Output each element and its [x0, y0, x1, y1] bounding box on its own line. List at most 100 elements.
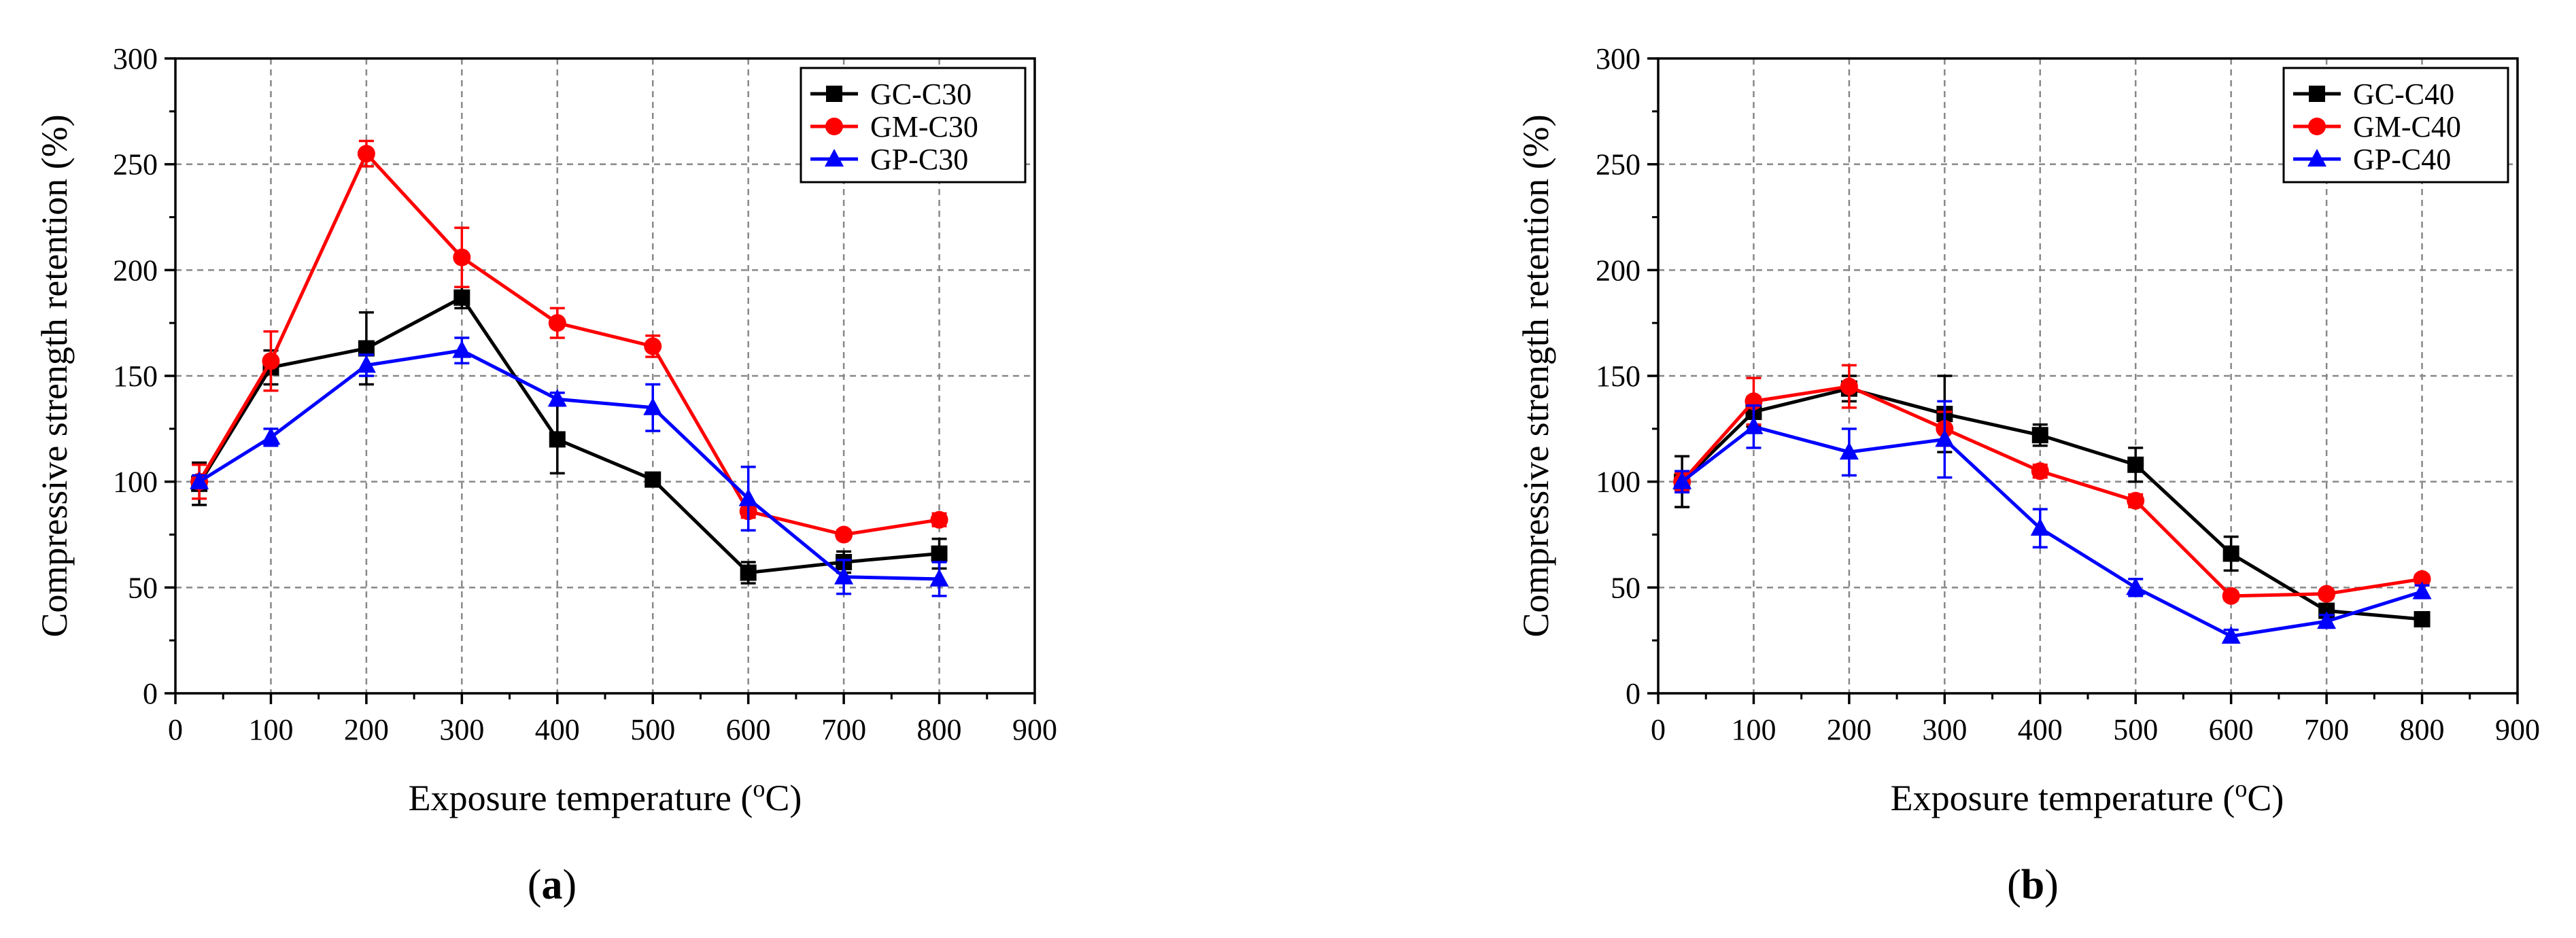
gridlines [175, 58, 1035, 693]
data-point-marker [2127, 491, 2145, 510]
data-point-marker [548, 314, 566, 332]
data-point-marker [262, 352, 280, 370]
data-point-marker [1672, 471, 1692, 489]
y-tick-label: 300 [113, 42, 158, 75]
x-tick-label: 100 [1731, 713, 1776, 746]
data-point-marker [2222, 545, 2239, 562]
x-tick-label: 300 [1922, 713, 1967, 746]
data-point-marker [2412, 581, 2432, 600]
data-point-marker [931, 545, 948, 562]
series-GC-C40 [1674, 375, 2431, 628]
data-point-marker [453, 248, 471, 266]
data-point-marker [549, 431, 566, 448]
x-axis-label: Exposure temperature (oC) [1891, 775, 2284, 818]
x-tick-label: 900 [1012, 713, 1057, 746]
data-point-marker [190, 471, 209, 489]
series-GM-C30 [190, 139, 948, 544]
y-tick-label: 100 [113, 466, 158, 499]
x-tick-label: 0 [168, 713, 183, 746]
data-point-marker [1935, 429, 1955, 447]
data-point-marker [2031, 462, 2049, 481]
y-tick-label: 250 [1596, 148, 1641, 181]
y-tick-label: 200 [1596, 254, 1641, 287]
series-GC-C30 [191, 285, 948, 585]
x-tick-label: 500 [2113, 713, 2158, 746]
data-point-marker [738, 488, 758, 506]
panel-caption: (a) [528, 862, 577, 908]
legend-label: GC-C40 [2353, 77, 2454, 111]
data-point-marker [645, 471, 662, 488]
x-tick-label: 800 [917, 713, 962, 746]
data-point-marker [2414, 611, 2431, 628]
y-tick-label: 0 [143, 677, 158, 710]
y-tick-label: 200 [113, 254, 158, 287]
data-point-marker [2308, 118, 2326, 135]
series-GP-C30 [190, 336, 949, 597]
legend-label: GC-C30 [870, 77, 972, 111]
y-tick-label: 300 [1596, 42, 1641, 75]
x-tick-label: 300 [439, 713, 484, 746]
legend-label: GM-C30 [870, 110, 978, 143]
chart-panel-a: 0 100 200 300 400 500 600 700 800 900 0 50 100 150 200… [34, 42, 1057, 908]
x-tick-label: 800 [2400, 713, 2445, 746]
data-point-marker [2221, 625, 2241, 644]
legend-label: GP-C40 [2353, 143, 2451, 176]
data-point-marker [2222, 587, 2240, 605]
data-point-marker [2318, 585, 2336, 603]
data-point-marker [356, 355, 376, 373]
legend-label: GP-C30 [870, 143, 968, 176]
series-line [198, 349, 940, 581]
data-point-marker [2317, 611, 2337, 629]
data-point-marker [826, 86, 842, 102]
data-point-marker [2126, 577, 2146, 595]
x-tick-label: 600 [2209, 713, 2254, 746]
data-point-marker [453, 289, 470, 306]
series-line [1681, 424, 2423, 638]
data-point-marker [452, 340, 472, 358]
series-GP-C40 [1672, 400, 2432, 644]
x-tick-label: 400 [2018, 713, 2063, 746]
data-point-marker [930, 510, 948, 529]
data-point-marker [1744, 416, 1764, 434]
x-tick-label: 900 [2495, 713, 2540, 746]
x-tick-label: 500 [630, 713, 675, 746]
data-point-marker [835, 525, 853, 544]
series-line [197, 150, 940, 537]
x-axis-label: Exposure temperature (oC) [409, 775, 802, 818]
data-point-marker [2030, 518, 2050, 536]
x-tick-label: 400 [535, 713, 580, 746]
data-point-marker [929, 568, 949, 587]
x-tick-label: 700 [2304, 713, 2349, 746]
x-tick-label: 0 [1651, 713, 1666, 746]
y-tick-label: 50 [128, 571, 158, 604]
data-point-marker [643, 397, 663, 415]
data-point-marker [261, 427, 281, 445]
series-GM-C40 [1673, 364, 2431, 605]
data-point-marker [740, 564, 757, 581]
y-tick-label: 100 [1596, 466, 1641, 499]
chart-panel-b: 0 100 200 300 400 500 600 700 800 900 0 50 100 150 200… [1515, 42, 2540, 908]
y-tick-label: 0 [1626, 677, 1641, 710]
data-point-marker [834, 566, 854, 585]
data-point-marker [2031, 427, 2048, 444]
series-line [1681, 384, 2422, 598]
legend-label: GM-C40 [2353, 110, 2461, 143]
y-axis-label: Compressive strength retention (%) [1515, 114, 1556, 637]
data-point-marker [825, 149, 844, 167]
x-tick-label: 200 [1827, 713, 1872, 746]
data-point-marker [644, 337, 662, 355]
data-point-marker [2309, 86, 2325, 102]
data-point-marker [1840, 377, 1858, 396]
panel-caption: (b) [2007, 862, 2059, 908]
data-point-marker [547, 389, 567, 407]
data-point-marker [1839, 442, 1859, 460]
y-tick-label: 50 [1611, 571, 1641, 604]
data-point-marker [357, 145, 375, 163]
y-tick-label: 150 [1596, 360, 1641, 393]
data-point-marker [2307, 149, 2326, 167]
x-tick-label: 100 [248, 713, 293, 746]
y-axis-label: Compressive strength retention (%) [34, 114, 75, 637]
